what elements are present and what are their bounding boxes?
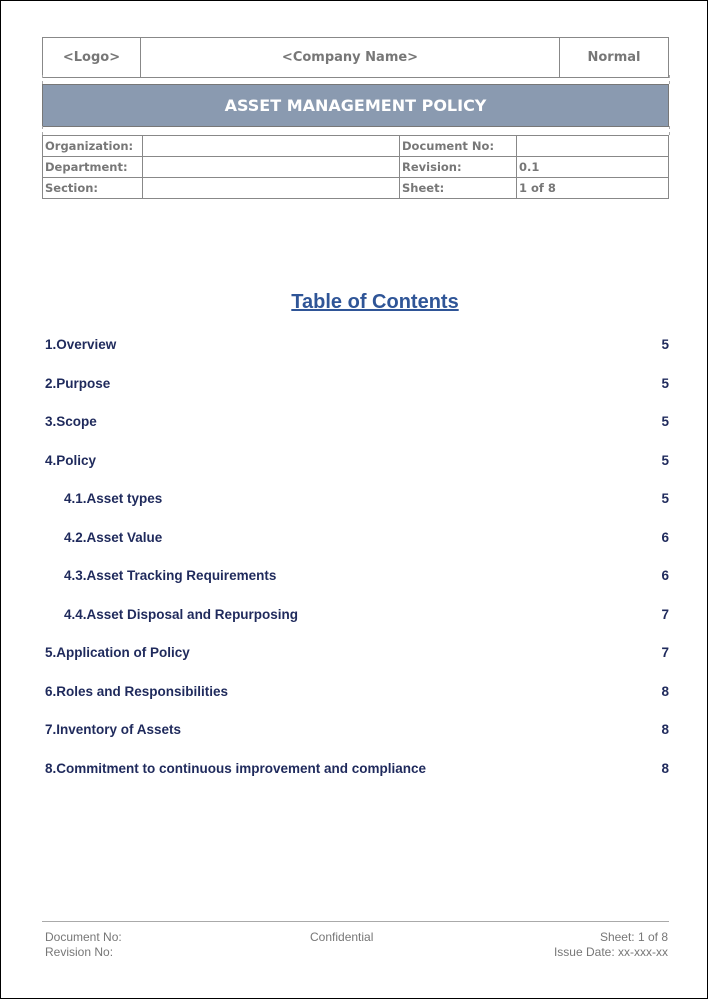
toc-entry-page: 5: [661, 414, 669, 429]
toc-entry-page: 7: [661, 645, 669, 660]
footer-document-no: Document No:: [45, 930, 122, 944]
footer-right: Sheet: 1 of 8 Issue Date: xx-xxx-xx: [554, 930, 668, 960]
toc-entry-label: 7.Inventory of Assets: [45, 722, 182, 737]
info-row: Organization: Document No:: [42, 135, 669, 157]
toc-entry-page: 5: [661, 452, 669, 468]
toc-entry-page: 6: [661, 568, 669, 583]
toc-entry[interactable]: 8.Commitment to continuous improvement a…: [45, 761, 669, 776]
toc-entry-label: 4.Policy: [45, 452, 97, 468]
field-value: [516, 135, 669, 157]
header-table: <Logo> <Company Name> Normal: [42, 37, 669, 78]
toc-entry-label: 3.Scope: [45, 414, 97, 429]
toc-entry-page: 5: [661, 491, 669, 506]
toc-entry-page: 5: [661, 337, 669, 352]
toc-title: Table of Contents: [291, 291, 459, 313]
info-table: Organization: Document No: Department: Revi…: [42, 135, 669, 199]
field-label: Sheet:: [399, 177, 517, 199]
field-label: Section:: [42, 177, 143, 199]
toc-entry[interactable]: 2.Purpose 5: [45, 376, 669, 391]
toc-entry-label: 4.4.Asset Disposal and Repurposing: [64, 606, 299, 622]
toc-entry-page: 8: [661, 722, 669, 737]
toc-entry-label: 4.2.Asset Value: [64, 529, 163, 545]
footer-left: Document No: Revision No:: [45, 930, 122, 960]
toc-entry-page: 6: [661, 529, 669, 545]
toc-entry[interactable]: 3.Scope 5: [45, 414, 669, 429]
toc-entry[interactable]: 1.Overview 5: [45, 337, 669, 352]
field-label: Department:: [42, 156, 143, 178]
toc-entry[interactable]: 4.2.Asset Value 6: [64, 530, 669, 545]
footer-revision-no: Revision No:: [45, 945, 114, 959]
footer-confidential: Confidential: [310, 930, 374, 944]
toc-entry-label: 4.3.Asset Tracking Requirements: [64, 568, 277, 583]
footer-issue-date: Issue Date: xx-xxx-xx: [553, 945, 668, 959]
toc-entry[interactable]: 4.Policy 5: [45, 453, 669, 468]
spacer-row: [42, 75, 670, 84]
toc-entry[interactable]: 5.Application of Policy 7: [45, 645, 669, 660]
field-label: Document No:: [399, 135, 517, 157]
toc-entry-page: 5: [661, 375, 669, 391]
toc-entry-page: 8: [661, 760, 669, 776]
spacer-row: [42, 126, 670, 135]
toc-entry-label: 4.1.Asset types: [64, 491, 163, 506]
info-row: Section: Sheet: 1 of 8: [42, 177, 669, 199]
logo-placeholder: <Logo>: [42, 37, 141, 78]
info-row: Department: Revision: 0.1: [42, 156, 669, 178]
company-name: <Company Name>: [140, 37, 560, 78]
field-value: 0.1: [516, 156, 669, 178]
toc-entry-label: 5.Application of Policy: [45, 645, 190, 660]
toc-entry-page: 8: [661, 683, 669, 699]
field-value: [142, 156, 400, 178]
footer-sheet: Sheet: 1 of 8: [599, 930, 668, 944]
footer-divider: [42, 921, 669, 922]
field-value: 1 of 8: [516, 177, 669, 199]
toc-entry-label: 8.Commitment to continuous improvement a…: [45, 760, 427, 776]
toc-entry[interactable]: 4.3.Asset Tracking Requirements 6: [64, 568, 669, 583]
document-title: ASSET MANAGEMENT POLICY: [42, 84, 669, 127]
toc-entry-label: 6.Roles and Responsibilities: [45, 683, 229, 699]
toc-entry-label: 1.Overview: [45, 337, 117, 352]
field-label: Organization:: [42, 135, 143, 157]
classification: Normal: [559, 37, 669, 78]
toc-entry[interactable]: 6.Roles and Responsibilities 8: [45, 684, 669, 699]
toc-entry-label: 2.Purpose: [45, 375, 111, 391]
toc-entry[interactable]: 7.Inventory of Assets 8: [45, 722, 669, 737]
field-label: Revision:: [399, 156, 517, 178]
toc-entry[interactable]: 4.4.Asset Disposal and Repurposing 7: [64, 607, 669, 622]
toc-entry[interactable]: 4.1.Asset types 5: [64, 491, 669, 506]
toc-entry-page: 7: [661, 606, 669, 622]
field-value: [142, 135, 400, 157]
field-value: [142, 177, 400, 199]
